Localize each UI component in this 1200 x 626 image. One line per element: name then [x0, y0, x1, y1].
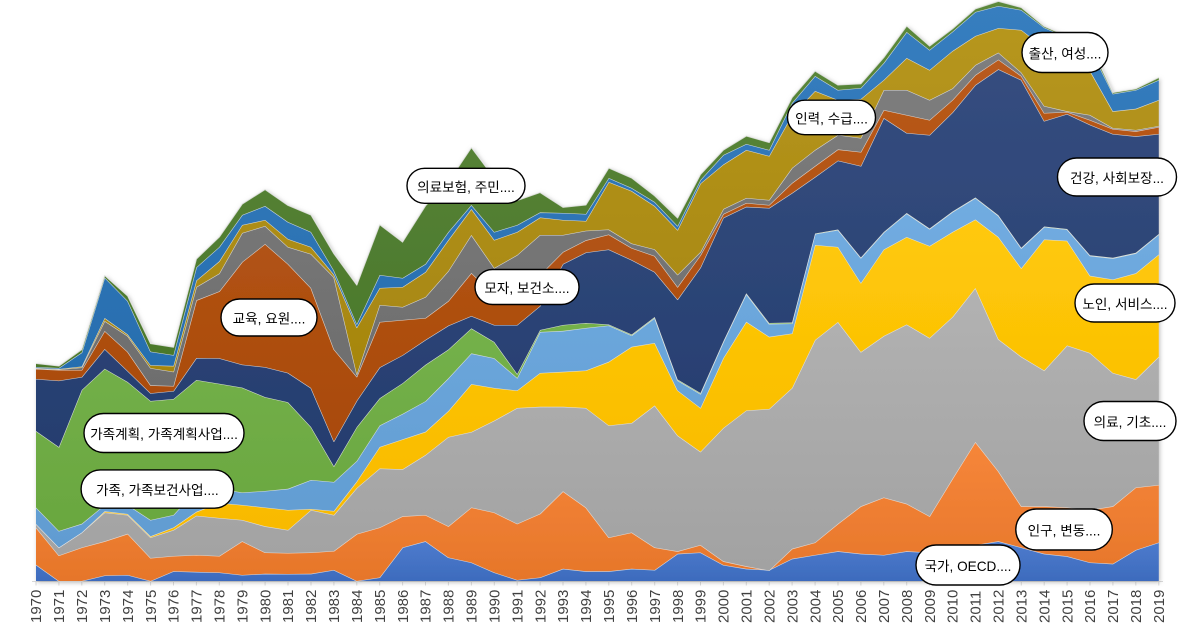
- svg-text:1976: 1976: [166, 590, 183, 623]
- svg-text:2015: 2015: [1059, 590, 1076, 623]
- svg-text:인력, 수급....: 인력, 수급....: [795, 112, 868, 127]
- svg-text:1993: 1993: [555, 590, 572, 623]
- svg-text:2017: 2017: [1105, 590, 1122, 623]
- svg-text:2000: 2000: [716, 590, 733, 623]
- svg-text:1972: 1972: [74, 590, 91, 623]
- svg-text:2008: 2008: [899, 590, 916, 623]
- svg-text:1985: 1985: [372, 590, 389, 623]
- svg-text:2011: 2011: [968, 591, 985, 623]
- svg-text:1988: 1988: [441, 590, 458, 623]
- svg-text:2019: 2019: [1151, 590, 1168, 623]
- svg-text:1971: 1971: [51, 590, 68, 623]
- svg-text:1979: 1979: [234, 590, 251, 623]
- svg-text:1995: 1995: [601, 590, 618, 623]
- svg-text:1980: 1980: [257, 590, 274, 623]
- svg-text:1974: 1974: [120, 590, 137, 623]
- svg-text:2001: 2001: [739, 590, 756, 623]
- svg-text:1990: 1990: [487, 590, 504, 623]
- svg-text:2005: 2005: [830, 590, 847, 623]
- svg-text:인구, 변동....: 인구, 변동....: [1028, 524, 1101, 539]
- svg-text:1984: 1984: [349, 590, 366, 623]
- svg-text:의료보험, 주민....: 의료보험, 주민....: [417, 180, 515, 195]
- svg-text:2003: 2003: [784, 590, 801, 623]
- svg-text:2013: 2013: [1014, 590, 1031, 623]
- svg-text:1986: 1986: [395, 590, 412, 623]
- svg-text:1987: 1987: [418, 590, 435, 623]
- svg-text:1997: 1997: [647, 590, 664, 623]
- svg-text:1973: 1973: [97, 590, 114, 623]
- svg-text:교육, 요원....: 교육, 요원....: [233, 312, 306, 327]
- svg-text:모자, 보건소....: 모자, 보건소....: [484, 281, 569, 296]
- svg-text:2014: 2014: [1036, 590, 1053, 623]
- svg-text:1975: 1975: [143, 590, 160, 623]
- svg-text:2007: 2007: [876, 590, 893, 623]
- svg-text:1991: 1991: [509, 590, 526, 623]
- svg-text:가족계획, 가족계획사업....: 가족계획, 가족계획사업....: [90, 427, 238, 442]
- svg-text:1989: 1989: [464, 590, 481, 623]
- svg-text:건강, 사회보장...: 건강, 사회보장...: [1070, 171, 1164, 186]
- svg-text:2018: 2018: [1128, 590, 1145, 623]
- svg-text:1992: 1992: [532, 590, 549, 623]
- svg-text:1999: 1999: [693, 590, 710, 623]
- svg-text:2002: 2002: [761, 590, 778, 623]
- svg-text:2009: 2009: [922, 590, 939, 623]
- svg-text:의료, 기초....: 의료, 기초....: [1094, 415, 1167, 430]
- svg-text:1982: 1982: [303, 590, 320, 623]
- svg-text:가족, 가족보건사업....: 가족, 가족보건사업....: [96, 483, 219, 498]
- svg-text:1977: 1977: [189, 590, 206, 623]
- svg-text:2010: 2010: [945, 590, 962, 623]
- svg-text:1998: 1998: [670, 590, 687, 623]
- svg-text:1983: 1983: [326, 590, 343, 623]
- svg-text:2004: 2004: [807, 590, 824, 623]
- svg-text:출산, 여성....: 출산, 여성....: [1029, 47, 1102, 62]
- svg-text:2016: 2016: [1082, 590, 1099, 623]
- svg-text:1996: 1996: [624, 590, 641, 623]
- svg-text:1970: 1970: [28, 590, 45, 623]
- svg-text:국가, OECD....: 국가, OECD....: [925, 559, 1012, 574]
- svg-text:2006: 2006: [853, 590, 870, 623]
- svg-text:1981: 1981: [280, 590, 297, 623]
- svg-text:노인, 서비스....: 노인, 서비스....: [1082, 297, 1167, 312]
- svg-text:2012: 2012: [991, 590, 1008, 623]
- svg-text:1978: 1978: [212, 590, 229, 623]
- svg-text:1994: 1994: [578, 590, 595, 623]
